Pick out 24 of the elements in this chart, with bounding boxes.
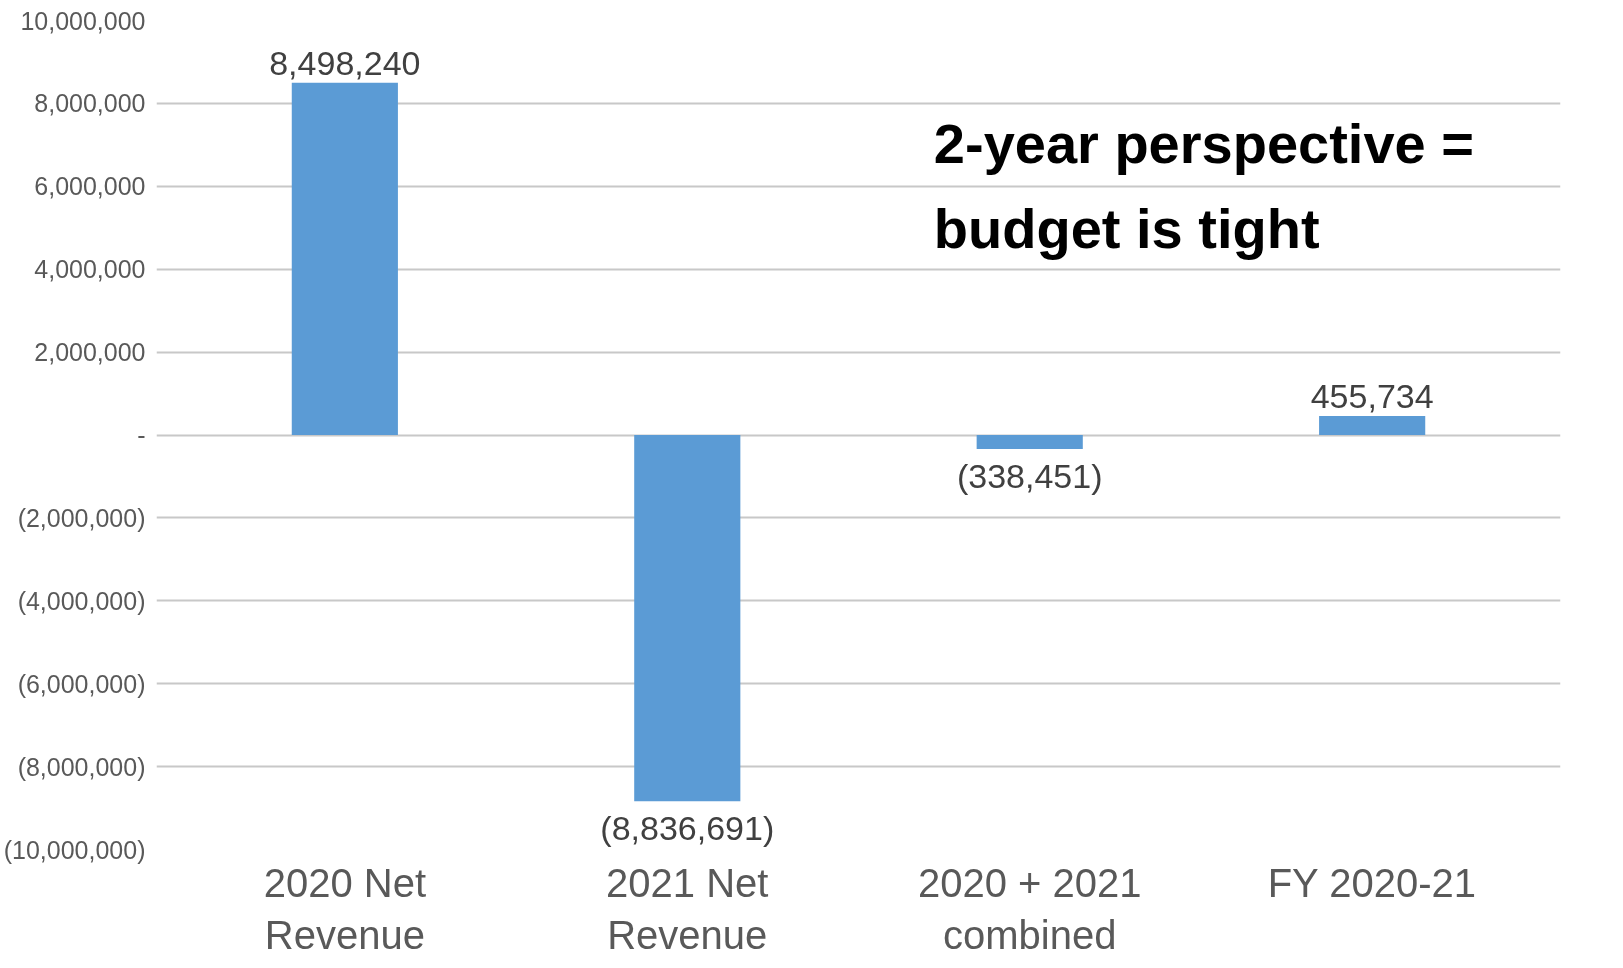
annotation: 2-year perspective = budget is tight [933, 111, 1474, 260]
y-tick-label: (4,000,000) [17, 586, 146, 615]
y-tick-label: (2,000,000) [17, 503, 146, 532]
y-tick-label: (6,000,000) [17, 669, 146, 698]
x-tick-label: 2021 Net Revenue [606, 860, 769, 958]
data-label: 8,498,240 [269, 43, 421, 82]
y-tick-label: 10,000,000 [20, 6, 146, 35]
bar [634, 435, 741, 802]
y-tick-label: 6,000,000 [34, 172, 146, 201]
y-tick-label: (8,000,000) [17, 752, 146, 781]
data-label: 455,734 [1310, 377, 1434, 416]
data-label: (8,836,691) [600, 809, 775, 848]
data-label: (338,451) [956, 457, 1103, 496]
y-tick-label: 4,000,000 [34, 255, 146, 284]
x-tick-label: 2020 Net Revenue [263, 860, 427, 958]
bar [976, 435, 1083, 450]
y-tick-label: (10,000,000) [3, 835, 146, 864]
bar [291, 82, 398, 435]
bar [1319, 416, 1426, 435]
y-tick-label: - [137, 421, 146, 449]
x-tick-label: 2020 + 2021 combined [917, 860, 1142, 958]
y-tick-label: 8,000,000 [34, 89, 146, 118]
y-tick-label: 2,000,000 [34, 338, 146, 367]
x-tick-label: FY 2020-21 [1267, 860, 1476, 905]
